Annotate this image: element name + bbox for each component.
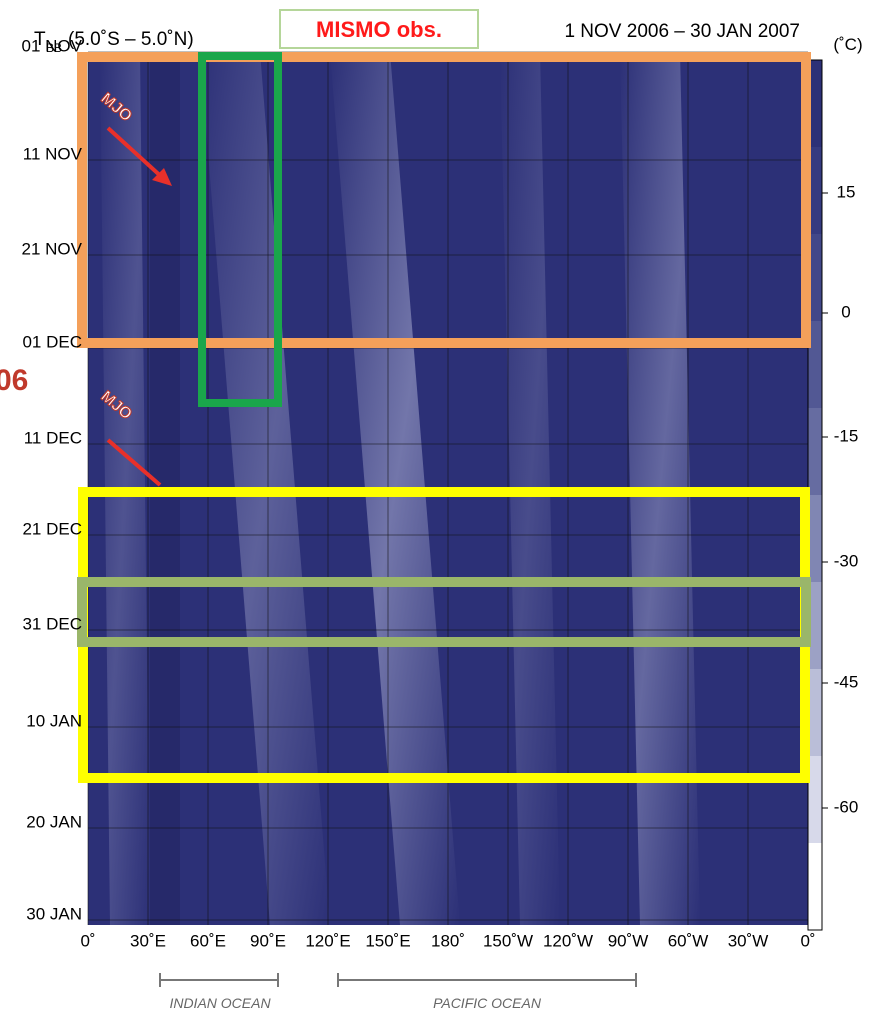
x-tick-label: 150˚W bbox=[483, 931, 533, 950]
y-tick-label: 10 JAN bbox=[26, 711, 82, 730]
colorbar-step bbox=[808, 669, 822, 756]
colorbar-label: -15 bbox=[834, 426, 859, 445]
year-fragment: 06 bbox=[0, 364, 28, 397]
olive-box bbox=[77, 577, 811, 647]
badge: MISMO obs. bbox=[316, 17, 442, 42]
y-tick-label: 01 DEC bbox=[22, 332, 82, 351]
colorbar-label: 15 bbox=[837, 182, 856, 201]
x-tick-label: 120˚W bbox=[543, 931, 593, 950]
x-tick-label: 60˚W bbox=[668, 931, 709, 950]
region-label: PACIFIC OCEAN bbox=[433, 995, 542, 1011]
colorbar-step bbox=[808, 843, 822, 930]
y-tick-label: 31 DEC bbox=[22, 614, 82, 633]
title-symbol: T bbox=[34, 29, 46, 50]
colorbar-step bbox=[808, 756, 822, 843]
x-tick-label: 60˚E bbox=[190, 931, 226, 950]
region-label: INDIAN OCEAN bbox=[169, 995, 271, 1011]
x-tick-label: 0˚ bbox=[80, 931, 95, 950]
mjo-arrow bbox=[106, 438, 162, 487]
title-subscript: BB bbox=[46, 41, 62, 55]
x-tick-label: 0˚ bbox=[800, 931, 815, 950]
badge-box bbox=[279, 9, 479, 49]
x-tick-label: 150˚E bbox=[365, 931, 410, 950]
colorbar-step bbox=[808, 582, 822, 669]
x-tick-label: 90˚E bbox=[250, 931, 286, 950]
title: (5.0˚S – 5.0˚N) bbox=[68, 29, 194, 50]
x-tick-label: 90˚W bbox=[608, 931, 649, 950]
colorbar-step bbox=[808, 408, 822, 495]
y-tick-label: 11 NOV bbox=[23, 144, 83, 163]
y-tick-label: 01 NOV bbox=[22, 36, 83, 55]
green-box bbox=[198, 52, 282, 407]
y-tick-label: 30 JAN bbox=[26, 904, 82, 923]
y-tick-label: 21 NOV bbox=[22, 239, 83, 258]
colorbar-step bbox=[808, 147, 822, 234]
colorbar-label: -45 bbox=[834, 672, 859, 691]
colorbar-step bbox=[808, 495, 822, 582]
colorbar-step bbox=[808, 321, 822, 408]
region-bars bbox=[159, 973, 637, 987]
colorbar-label: 0 bbox=[841, 302, 850, 321]
colorbar-label: -30 bbox=[834, 551, 859, 570]
mjo-arrowhead bbox=[152, 168, 172, 186]
x-tick-label: 30˚W bbox=[728, 931, 769, 950]
x-tick-label: 180˚ bbox=[431, 931, 465, 950]
colorbar-step bbox=[808, 234, 822, 321]
colorbar-step bbox=[808, 60, 822, 147]
colorbar bbox=[807, 59, 828, 931]
period: 1 NOV 2006 – 30 JAN 2007 bbox=[564, 21, 800, 42]
y-tick-label: 11 DEC bbox=[24, 428, 82, 447]
x-tick-label: 30˚E bbox=[130, 931, 166, 950]
colorbar-unit: (˚C) bbox=[833, 35, 862, 54]
orange-box bbox=[77, 52, 811, 348]
x-tick-label: 120˚E bbox=[305, 931, 350, 950]
y-tick-label: 20 JAN bbox=[26, 812, 82, 831]
colorbar-label: -60 bbox=[834, 797, 859, 816]
mjo-arrow bbox=[106, 126, 167, 182]
y-tick-label: 21 DEC bbox=[22, 519, 82, 538]
